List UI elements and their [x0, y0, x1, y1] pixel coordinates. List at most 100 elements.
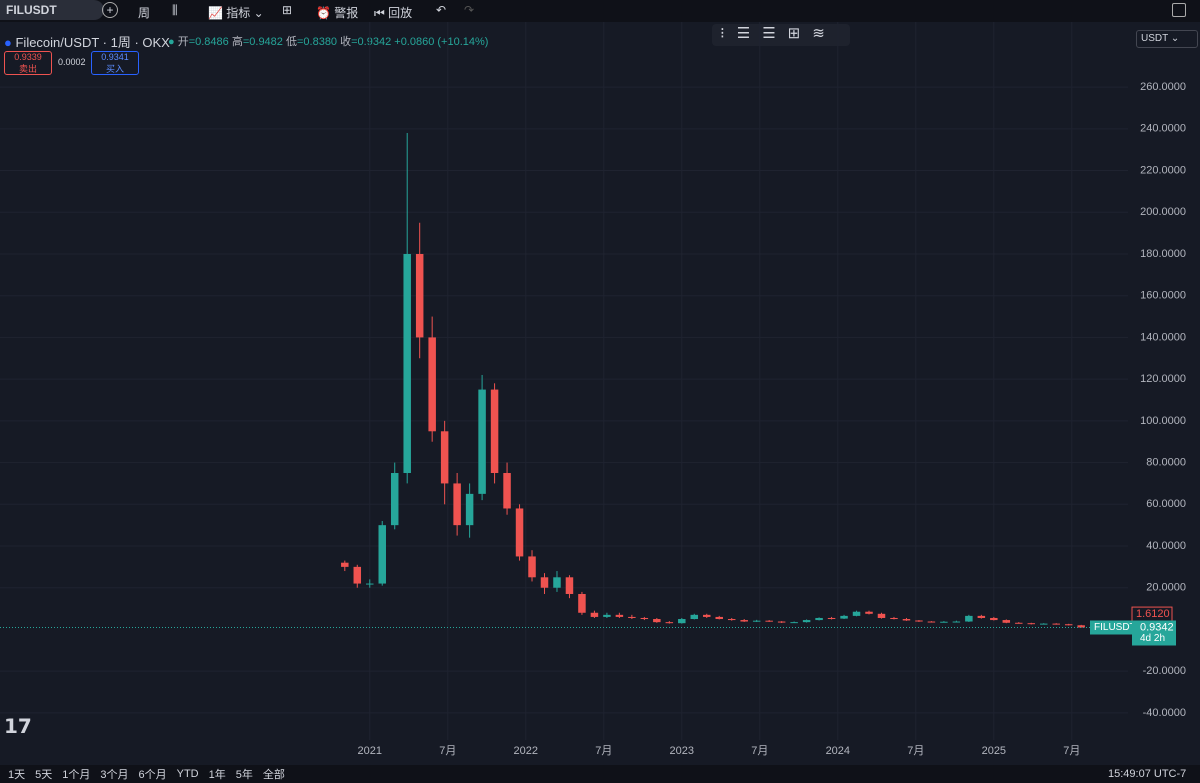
- undo[interactable]: ↶: [436, 3, 447, 17]
- candle-body: [366, 583, 374, 585]
- price-label-box: [1131, 606, 1173, 622]
- range-button[interactable]: 全部: [262, 769, 285, 781]
- candle-body: [603, 614, 611, 617]
- alert-text: 警报: [334, 6, 359, 20]
- y-tick-label: 60.0000: [1146, 498, 1186, 510]
- x-tick-label: 7月: [439, 745, 456, 757]
- y-tick-label: 200.0000: [1140, 206, 1186, 218]
- chart-type-icon[interactable]: ⫼: [172, 3, 178, 17]
- h-label: 高: [231, 36, 243, 48]
- sell-button[interactable]: 0.9339 卖出: [4, 51, 52, 75]
- range-button[interactable]: 1个月: [62, 769, 91, 781]
- candle-body: [390, 473, 399, 526]
- range-button[interactable]: YTD: [176, 768, 199, 780]
- l-label: 低: [285, 36, 297, 48]
- candle-body: [1002, 620, 1011, 623]
- range-button[interactable]: 3个月: [100, 769, 129, 781]
- symbol-tag-text: FILUSDT: [1094, 622, 1136, 633]
- candle-body: [1052, 623, 1060, 625]
- l: =0.8380: [296, 36, 338, 48]
- symbol-tag: [1090, 620, 1132, 635]
- candle-body: [553, 577, 561, 588]
- y-tick-label: 120.0000: [1140, 373, 1186, 385]
- buy-button[interactable]: 0.9341 买入: [91, 51, 139, 75]
- change: +0.0860 (+10.14%): [394, 36, 489, 48]
- replay[interactable]: ⏮ 回放: [374, 6, 413, 20]
- candle-body: [653, 619, 661, 623]
- x-tick-label: 2024: [826, 745, 850, 757]
- y-tick-label: 160.0000: [1140, 290, 1186, 302]
- fullscreen[interactable]: [1172, 3, 1186, 17]
- candle-body: [852, 611, 861, 616]
- candle-body: [865, 611, 873, 614]
- candle-body: [802, 620, 811, 623]
- layout-icon[interactable]: ⊞: [282, 3, 293, 17]
- candle-body: [440, 431, 449, 484]
- redo[interactable]: ↷: [464, 3, 475, 17]
- candle-body: [790, 622, 798, 624]
- c: =0.9342: [351, 36, 392, 48]
- candle-body: [703, 614, 711, 617]
- y-tick-label: 20.0000: [1146, 582, 1186, 594]
- legend-title: ● Filecoin/USDT · 1周 · OKX: [4, 35, 170, 50]
- buy-text: 买入: [105, 64, 124, 74]
- candle-body: [465, 493, 474, 526]
- last-price-label: 0.9342: [1140, 621, 1174, 633]
- y-tick-label: 140.0000: [1140, 331, 1186, 343]
- c-label: 收: [340, 36, 352, 48]
- candle-body: [952, 621, 961, 623]
- y-tick-label: 80.0000: [1146, 456, 1186, 468]
- candle-body: [1064, 624, 1073, 626]
- candle-body: [540, 577, 549, 588]
- sell-text: 卖出: [18, 64, 37, 74]
- candle-body: [890, 617, 898, 620]
- o: =0.8486: [188, 36, 229, 48]
- indicators[interactable]: 📈 指标 ⌄: [208, 6, 264, 20]
- candle-body: [565, 577, 574, 594]
- x-tick-label: 7月: [1063, 745, 1080, 757]
- candle-body: [965, 615, 973, 622]
- x-tick-label: 7月: [751, 745, 768, 757]
- candle-body: [341, 562, 349, 567]
- currency: USDT: [1141, 33, 1169, 44]
- alert[interactable]: ⏰ 警报: [316, 6, 359, 20]
- price-label: 1.6120: [1136, 608, 1170, 620]
- y-tick-label: -40.0000: [1143, 707, 1186, 719]
- candle-body: [740, 620, 748, 622]
- add-symbol[interactable]: +: [102, 2, 118, 18]
- range-button[interactable]: 5天: [35, 769, 53, 781]
- currency-select[interactable]: USDT ⌄: [1136, 30, 1198, 48]
- x-tick-label: 2025: [982, 745, 1006, 757]
- symbol[interactable]: FILUSDT: [0, 0, 104, 20]
- x-tick-label: 2021: [358, 745, 382, 757]
- candle-body: [403, 253, 411, 474]
- logo: 𝟭𝟳: [4, 716, 32, 738]
- range-button[interactable]: 1天: [8, 769, 26, 781]
- candle-body: [915, 620, 923, 622]
- y-tick-label: 220.0000: [1140, 164, 1186, 176]
- candle-body: [578, 593, 586, 613]
- candle-body: [1040, 623, 1048, 625]
- indicators-text: 指标: [226, 6, 251, 20]
- candle-body: [453, 483, 461, 526]
- interval[interactable]: 周: [138, 6, 151, 20]
- drawing-toolbar[interactable]: ⁝☰☰⊞≋: [712, 24, 850, 46]
- candle-body: [515, 508, 524, 557]
- candle-body: [927, 621, 936, 623]
- candle-body: [503, 473, 511, 509]
- y-tick-label: 40.0000: [1146, 540, 1186, 552]
- candle-body: [727, 619, 736, 621]
- range-button[interactable]: 5年: [235, 769, 253, 781]
- x-tick-label: 7月: [595, 745, 612, 757]
- countdown: 4d 2h: [1140, 633, 1165, 644]
- candle-body: [628, 616, 636, 618]
- range-button[interactable]: 6个月: [138, 769, 167, 781]
- candle-body: [715, 616, 723, 620]
- y-tick-label: 260.0000: [1140, 81, 1186, 93]
- candle-body: [902, 619, 911, 621]
- buy-price: 0.9341: [101, 52, 129, 62]
- candle-body: [877, 613, 886, 618]
- candle-body: [840, 615, 848, 619]
- range-button[interactable]: 1年: [208, 769, 226, 781]
- candle-body: [615, 614, 624, 617]
